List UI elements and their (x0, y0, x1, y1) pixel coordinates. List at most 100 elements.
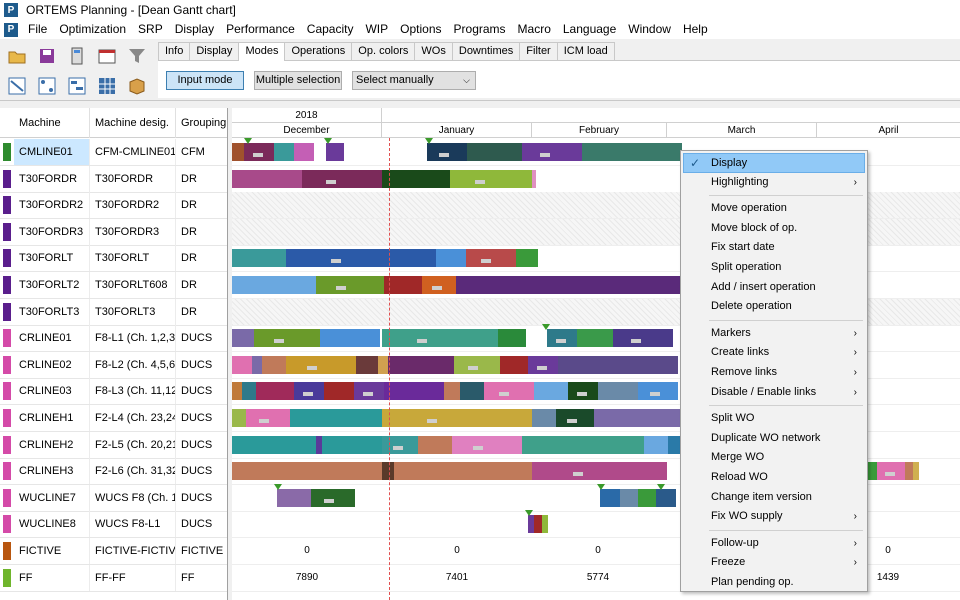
multiple-selection-button[interactable]: Multiple selection (254, 71, 342, 90)
column-header-machine-desig[interactable]: Machine desig. (90, 108, 176, 138)
gantt-row[interactable] (232, 485, 960, 512)
gantt-row[interactable] (232, 166, 960, 193)
tab-op-colors[interactable]: Op. colors (351, 42, 416, 60)
gantt-row[interactable]: 7890 7401 5774 1439 (232, 565, 960, 592)
milestone-marker-icon[interactable] (324, 138, 332, 144)
column-header-grouping[interactable]: Grouping (176, 108, 227, 138)
menu-language[interactable]: Language (562, 22, 617, 36)
operation-bar[interactable] (252, 355, 262, 374)
gantt-row[interactable] (232, 325, 960, 353)
grouping-cell[interactable]: FF (176, 565, 227, 591)
input-mode-button[interactable]: Input mode (166, 71, 244, 90)
gantt-row[interactable] (232, 405, 960, 432)
menu-capacity[interactable]: Capacity (306, 22, 354, 36)
milestone-marker-icon[interactable] (425, 138, 433, 144)
operation-bar[interactable] (460, 382, 484, 401)
gantt-row[interactable] (232, 458, 960, 486)
milestone-marker-icon[interactable] (657, 483, 665, 490)
filter-icon[interactable] (124, 43, 150, 69)
operation-bar[interactable] (382, 329, 498, 348)
operation-bar[interactable] (244, 143, 274, 161)
grouping-cell[interactable]: DUCS (176, 458, 227, 484)
gantt-row[interactable] (232, 272, 960, 299)
grouping-cell[interactable]: DUCS (176, 352, 227, 378)
grouping-cell[interactable]: DR (176, 219, 227, 245)
operation-bar[interactable] (598, 382, 638, 401)
context-menu-item[interactable]: Reload WO (681, 468, 867, 488)
operation-bar[interactable] (436, 249, 466, 268)
operation-bar[interactable] (452, 435, 522, 454)
context-menu-item[interactable]: Merge WO (681, 448, 867, 468)
context-menu-item[interactable]: Move operation (681, 199, 867, 219)
operation-bar[interactable] (638, 488, 656, 507)
machine-name-cell[interactable]: T30FORLT (14, 245, 90, 272)
operation-bar[interactable] (294, 382, 324, 401)
operation-bar[interactable] (388, 355, 454, 374)
machine-desig-cell[interactable]: T30FORLT (90, 245, 176, 272)
operation-bar[interactable] (277, 488, 311, 507)
machine-desig-cell[interactable]: T30FORDR3 (90, 218, 176, 245)
tab-modes[interactable]: Modes (238, 42, 286, 61)
calculator-icon[interactable] (64, 43, 90, 69)
machine-desig-cell[interactable]: WUCS F8 (Ch. 16) (90, 484, 176, 511)
operation-bar[interactable] (522, 143, 582, 161)
tab-operations[interactable]: Operations (284, 42, 353, 60)
grouping-cell[interactable]: CFM (176, 139, 227, 165)
grid-table-icon[interactable] (94, 73, 120, 99)
operation-bar[interactable] (232, 355, 252, 374)
operation-bar[interactable] (905, 462, 913, 481)
machine-row[interactable]: T30FORDR T30FORDR DR (0, 165, 227, 193)
operation-bar[interactable] (422, 276, 456, 294)
machine-desig-cell[interactable]: CFM-CMLINE01 (90, 139, 176, 165)
gantt-row[interactable] (232, 378, 960, 406)
machine-desig-cell[interactable]: WUCS F8-L1 (90, 511, 176, 538)
context-menu-item[interactable]: Follow-up › (681, 534, 867, 554)
operation-bar[interactable] (466, 249, 516, 268)
machine-desig-cell[interactable]: F2-L4 (Ch. 23,24,3 (90, 405, 176, 431)
operation-bar[interactable] (644, 435, 668, 454)
operation-bar[interactable] (638, 382, 678, 401)
operation-bar[interactable] (467, 143, 522, 161)
machine-desig-cell[interactable]: T30FORLT608 (90, 272, 176, 298)
context-menu-item[interactable]: Duplicate WO network (681, 429, 867, 449)
machine-desig-cell[interactable]: F8-L2 (Ch. 4,5,6,16 (90, 351, 176, 378)
operation-bar[interactable] (232, 249, 286, 268)
tab-filter[interactable]: Filter (519, 42, 558, 60)
context-menu-item[interactable]: Plan pending op. (681, 573, 867, 593)
context-menu-item[interactable]: Freeze › (681, 553, 867, 573)
operation-bar[interactable] (242, 382, 256, 401)
menu-optimization[interactable]: Optimization (59, 22, 127, 36)
operation-bar[interactable] (320, 329, 380, 348)
machine-row[interactable]: T30FORLT3 T30FORLT3 DR (0, 298, 227, 326)
machine-row[interactable]: T30FORDR2 T30FORDR2 DR (0, 192, 227, 220)
machine-name-cell[interactable]: FICTIVE (14, 538, 90, 564)
machine-desig-cell[interactable]: T30FORDR (90, 165, 176, 192)
operation-bar[interactable] (286, 355, 356, 374)
tab-info[interactable]: Info (158, 42, 191, 60)
machine-name-cell[interactable]: CRLINE01 (14, 325, 90, 352)
operation-bar[interactable] (558, 355, 678, 374)
menu-wip[interactable]: WIP (365, 22, 389, 36)
operation-bar[interactable] (356, 355, 378, 374)
machine-desig-cell[interactable]: T30FORDR2 (90, 192, 176, 219)
operation-bar[interactable] (656, 488, 676, 507)
operation-bar[interactable] (382, 409, 532, 427)
operation-bar[interactable] (232, 435, 316, 454)
operation-bar[interactable] (382, 169, 450, 188)
milestone-marker-icon[interactable] (597, 483, 605, 490)
machine-name-cell[interactable]: CRLINEH3 (14, 458, 90, 485)
operation-bar[interactable] (582, 143, 682, 161)
operation-bar[interactable] (532, 409, 556, 427)
operation-bar[interactable] (568, 382, 598, 401)
gantt-row[interactable] (232, 245, 960, 273)
operation-bar[interactable] (302, 169, 382, 188)
operation-bar[interactable] (556, 409, 594, 427)
gantt-row[interactable]: 0 0 0 0 (232, 538, 960, 565)
machine-name-cell[interactable]: WUCLINE8 (14, 511, 90, 538)
operation-bar[interactable] (516, 249, 538, 268)
machine-name-cell[interactable]: WUCLINE7 (14, 484, 90, 511)
operation-bar[interactable] (528, 355, 558, 374)
tab-display[interactable]: Display (189, 42, 240, 60)
